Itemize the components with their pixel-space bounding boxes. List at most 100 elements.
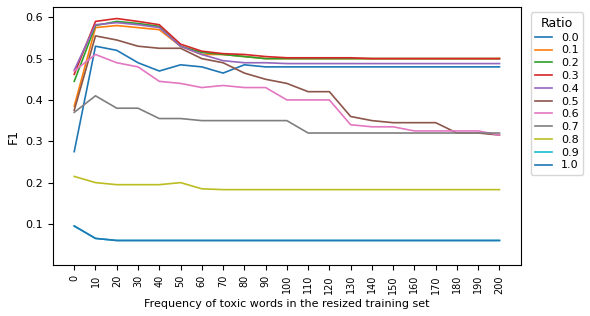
1.0: [135, 239, 142, 242]
X-axis label: Frequency of toxic words in the resized training set: Frequency of toxic words in the resized …: [144, 299, 430, 309]
0.1: [219, 52, 227, 56]
0.7: [177, 117, 184, 120]
0.1: [113, 24, 120, 27]
1.0: [496, 239, 503, 242]
0.9: [92, 236, 99, 240]
0.3: [219, 52, 227, 56]
0.7: [347, 131, 354, 135]
0.3: [389, 57, 396, 60]
0.8: [411, 188, 418, 191]
0.0: [453, 65, 460, 69]
0.9: [156, 239, 163, 242]
1.0: [432, 239, 439, 242]
0.5: [241, 71, 248, 75]
0.9: [475, 239, 482, 242]
0.4: [241, 61, 248, 65]
0.9: [432, 239, 439, 242]
1.0: [71, 224, 78, 228]
Line: 0.5: 0.5: [74, 36, 500, 135]
0.6: [241, 86, 248, 89]
0.0: [432, 65, 439, 69]
0.6: [198, 86, 205, 89]
0.5: [71, 108, 78, 112]
0.1: [475, 57, 482, 60]
0.8: [71, 174, 78, 178]
0.4: [113, 21, 120, 25]
0.9: [304, 239, 312, 242]
0.4: [177, 44, 184, 48]
0.3: [156, 23, 163, 27]
0.7: [198, 119, 205, 123]
0.9: [198, 239, 205, 242]
0.5: [198, 57, 205, 60]
1.0: [304, 239, 312, 242]
0.2: [177, 44, 184, 48]
0.3: [368, 57, 375, 60]
1.0: [475, 239, 482, 242]
0.3: [177, 42, 184, 46]
0.6: [411, 129, 418, 133]
0.8: [156, 183, 163, 186]
0.5: [177, 46, 184, 50]
0.6: [92, 52, 99, 56]
0.4: [156, 26, 163, 29]
0.8: [389, 188, 396, 191]
0.9: [113, 239, 120, 242]
Line: 0.7: 0.7: [74, 96, 500, 133]
0.6: [156, 79, 163, 83]
0.0: [92, 44, 99, 48]
0.4: [304, 62, 312, 65]
1.0: [411, 239, 418, 242]
1.0: [326, 239, 333, 242]
0.5: [432, 121, 439, 125]
0.4: [135, 23, 142, 27]
Line: 0.0: 0.0: [74, 46, 500, 152]
0.9: [453, 239, 460, 242]
Line: 0.8: 0.8: [74, 176, 500, 190]
0.9: [389, 239, 396, 242]
0.2: [92, 24, 99, 27]
0.8: [453, 188, 460, 191]
0.0: [71, 150, 78, 154]
1.0: [219, 239, 227, 242]
0.8: [135, 183, 142, 186]
0.3: [432, 57, 439, 60]
0.4: [219, 59, 227, 63]
0.2: [453, 57, 460, 60]
0.8: [262, 188, 269, 191]
0.3: [496, 57, 503, 60]
0.7: [92, 94, 99, 98]
0.4: [453, 62, 460, 65]
0.2: [241, 55, 248, 58]
0.2: [219, 52, 227, 56]
0.7: [113, 106, 120, 110]
0.8: [304, 188, 312, 191]
0.3: [304, 56, 312, 60]
0.5: [326, 90, 333, 94]
0.0: [326, 65, 333, 69]
0.7: [368, 131, 375, 135]
0.3: [326, 56, 333, 60]
0.1: [177, 44, 184, 48]
0.9: [71, 224, 78, 228]
0.9: [177, 239, 184, 242]
1.0: [347, 239, 354, 242]
0.6: [113, 61, 120, 65]
0.3: [411, 57, 418, 60]
0.5: [304, 90, 312, 94]
0.2: [113, 20, 120, 23]
0.0: [304, 65, 312, 69]
0.6: [71, 69, 78, 73]
0.3: [92, 20, 99, 23]
0.0: [368, 65, 375, 69]
Y-axis label: F1: F1: [7, 129, 20, 143]
0.0: [283, 65, 290, 69]
0.0: [177, 63, 184, 67]
0.1: [368, 57, 375, 60]
0.0: [262, 65, 269, 69]
0.3: [198, 49, 205, 53]
0.0: [241, 63, 248, 67]
0.7: [241, 119, 248, 123]
0.6: [432, 129, 439, 133]
0.2: [475, 57, 482, 60]
